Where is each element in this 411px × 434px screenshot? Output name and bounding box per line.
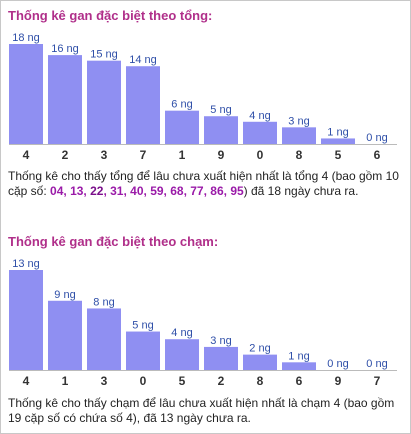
category-label: 1 [62,374,69,388]
category-label: 7 [140,148,147,162]
value-label: 4 ng [249,110,270,122]
category-label: 6 [296,374,303,388]
pair-number: 22 [90,184,104,198]
bar [87,60,121,144]
value-label: 1 ng [327,126,348,138]
bar [126,331,160,370]
pair-number: 77 [190,184,204,198]
pair-number: 59 [150,184,164,198]
chart-by-sum: 18 ng 4 16 ng 2 15 ng 3 14 ng 7 6 ng 1 5 ng 9 4 ng 0 3… [0,26,411,162]
pair-number: 86 [210,184,224,198]
value-label: 3 ng [210,335,231,347]
section2-description: Thống kê cho thấy chạm để lâu chưa xuất … [8,396,395,425]
section1-desc-suffix: ) đã 18 ngày chưa ra. [243,184,359,198]
category-label: 0 [257,148,264,162]
pair-number: 40 [130,184,144,198]
category-label: 0 [140,374,147,388]
category-label: 7 [374,374,381,388]
bar [243,354,277,370]
section1-desc-prefix: Thống kê cho thấy tổng để lâu chưa xuất … [8,169,399,198]
bar [165,110,199,144]
category-label: 4 [23,374,30,388]
value-label: 0 ng [366,358,387,370]
category-label: 3 [101,374,108,388]
value-label: 16 ng [51,43,79,55]
category-label: 9 [335,374,342,388]
pair-number: 31 [110,184,124,198]
value-label: 2 ng [249,343,270,355]
category-label: 4 [23,148,30,162]
bar [282,127,316,144]
bar [282,362,316,370]
category-label: 5 [335,148,342,162]
value-label: 14 ng [129,54,157,66]
pair-number: 13 [70,184,84,198]
category-label: 2 [62,148,69,162]
value-label: 3 ng [288,115,309,127]
value-label: 8 ng [93,296,114,308]
pair-number: 68 [170,184,184,198]
section1-title: Thống kê gan đặc biệt theo tổng: [8,8,213,23]
value-label: 13 ng [12,258,40,270]
bar [243,121,277,144]
category-label: 2 [218,374,225,388]
bar [9,44,43,144]
bar [9,270,43,370]
chart-by-digit: 13 ng 4 9 ng 1 8 ng 3 5 ng 0 4 ng 5 3 ng 2 2 ng 8 1 ng… [0,252,411,388]
section1-description: Thống kê cho thấy tổng để lâu chưa xuất … [8,169,404,199]
value-label: 9 ng [54,289,75,301]
pair-number: 04 [50,184,64,198]
bar [321,138,355,144]
value-label: 18 ng [12,32,40,44]
bar [126,66,160,144]
value-label: 6 ng [171,99,192,111]
bar [204,346,238,370]
category-label: 9 [218,148,225,162]
bar [204,116,238,144]
category-label: 6 [374,148,381,162]
category-label: 8 [296,148,303,162]
value-label: 0 ng [366,132,387,144]
value-label: 1 ng [288,350,309,362]
value-label: 5 ng [210,104,231,116]
category-label: 8 [257,374,264,388]
value-label: 4 ng [171,327,192,339]
bar [165,339,199,370]
bar [87,308,121,370]
bar [48,300,82,370]
value-label: 15 ng [90,49,118,61]
pair-list: 04, 13, 22, 31, 40, 59, 68, 77, 86, 95 [50,184,244,198]
pair-number: 95 [230,184,244,198]
chart-by-digit-svg: 13 ng 4 9 ng 1 8 ng 3 5 ng 0 4 ng 5 3 ng 2 2 ng 8 1 ng… [9,258,397,388]
category-label: 5 [179,374,186,388]
section2-title: Thống kê gan đặc biệt theo chạm: [8,234,219,249]
category-label: 1 [179,148,186,162]
value-label: 0 ng [327,358,348,370]
value-label: 5 ng [132,320,153,332]
bar [48,55,82,144]
category-label: 3 [101,148,108,162]
